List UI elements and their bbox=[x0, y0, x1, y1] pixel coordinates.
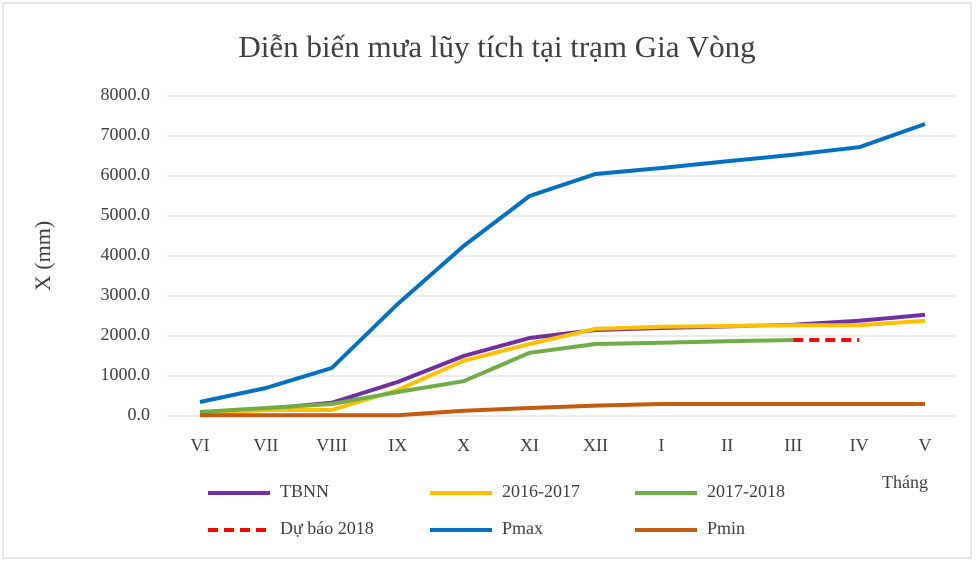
y-tick-label: 0.0 bbox=[128, 404, 151, 424]
series-line bbox=[199, 122, 926, 404]
x-tick-label: VI bbox=[190, 435, 209, 455]
y-axis-label: X (mm) bbox=[30, 221, 55, 291]
y-tick-label: 8000.0 bbox=[101, 84, 151, 104]
series-line bbox=[199, 338, 794, 414]
x-tick-label: II bbox=[721, 435, 733, 455]
legend-label: TBNN bbox=[280, 481, 329, 501]
x-tick-label: X bbox=[457, 435, 470, 455]
x-tick-label: III bbox=[784, 435, 802, 455]
x-tick-label: IX bbox=[388, 435, 407, 455]
y-tick-label: 7000.0 bbox=[101, 124, 151, 144]
y-tick-label: 5000.0 bbox=[101, 204, 151, 224]
y-tick-label: 2000.0 bbox=[101, 324, 151, 344]
y-tick-label: 6000.0 bbox=[101, 164, 151, 184]
legend-label: Pmax bbox=[502, 518, 543, 538]
x-tick-label: XI bbox=[520, 435, 539, 455]
legend-label: Pmin bbox=[707, 518, 745, 538]
x-tick-label: IV bbox=[850, 435, 869, 455]
y-tick-label: 4000.0 bbox=[101, 244, 151, 264]
x-tick-label: I bbox=[658, 435, 664, 455]
x-tick-label: VII bbox=[253, 435, 278, 455]
x-tick-label: VIII bbox=[316, 435, 347, 455]
x-tick-label: V bbox=[919, 435, 932, 455]
x-tick-label: XII bbox=[583, 435, 608, 455]
y-tick-label: 3000.0 bbox=[101, 284, 151, 304]
legend-label: 2016-2017 bbox=[502, 481, 580, 501]
series-line bbox=[199, 318, 926, 416]
y-tick-label: 1000.0 bbox=[101, 364, 151, 384]
legend-label: Dự báo 2018 bbox=[280, 518, 374, 538]
chart-title: Diễn biến mưa lũy tích tại trạm Gia Vòng bbox=[238, 29, 755, 64]
series-line bbox=[199, 402, 926, 418]
x-axis-label: Tháng bbox=[882, 472, 928, 492]
legend-label: 2017-2018 bbox=[707, 481, 785, 501]
